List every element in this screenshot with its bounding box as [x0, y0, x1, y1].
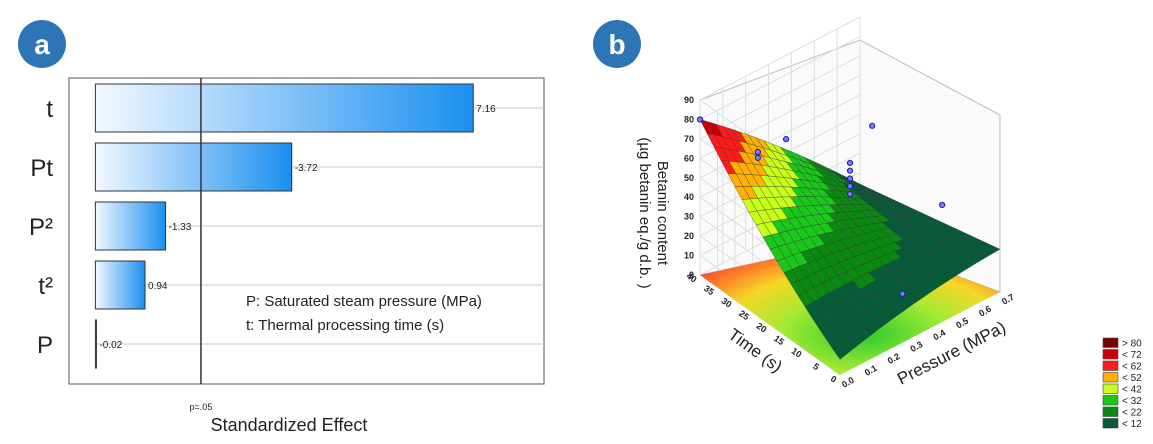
y-tick-label: 5 [811, 361, 821, 372]
x-tick-label: 0.7 [1000, 292, 1016, 307]
legend-label: < 42 [1122, 385, 1142, 396]
observed-point [846, 190, 854, 198]
panel-a-badge-label: a [34, 29, 50, 60]
x-tick-label: 0.6 [977, 304, 993, 319]
bar-category-label: P² [29, 214, 53, 241]
z-axis-title-line1: Betanin content [654, 161, 671, 266]
observed-point [869, 122, 876, 129]
z-tick-label: 80 [684, 114, 694, 124]
legend-swatch [1102, 349, 1119, 360]
z-tick-label: 50 [684, 173, 694, 183]
observed-point [754, 148, 761, 156]
y-axis-title: Time (s) [725, 325, 786, 377]
color-legend: > 80< 72< 62< 52< 42< 32< 22< 12 [1102, 337, 1142, 430]
surface-cell [832, 342, 849, 360]
y-tick-label: 10 [790, 346, 804, 360]
bar-value-label: 0.94 [148, 281, 168, 292]
legend-swatch [1102, 418, 1119, 429]
bar-category-label: P [37, 332, 53, 359]
z-axis-title-line2: (µg betanin eq./g d.b. ) [636, 137, 653, 288]
bar-category-label: t [46, 96, 53, 123]
y-tick-label: 35 [702, 283, 716, 297]
legend-swatch [1102, 337, 1119, 348]
legend-label: < 22 [1122, 408, 1142, 419]
legend-swatch [1102, 360, 1119, 371]
bar-chart-categories: t Pt P² t² P [29, 96, 53, 359]
z-tick-label: 0 [689, 270, 694, 280]
y-tick-label: 20 [755, 321, 769, 335]
observed-point [939, 201, 946, 209]
z-tick-label: 40 [684, 192, 694, 202]
panel-b-badge-label: b [608, 29, 625, 60]
bar [94, 142, 293, 192]
z-tick-label: 30 [684, 212, 694, 222]
x-tick-label: 0.1 [863, 363, 879, 378]
legend-note-pressure: P: Saturated steam pressure (MPa) [246, 293, 482, 310]
panel-b-badge [593, 20, 641, 68]
observed-point [899, 290, 906, 297]
bar-value-label: -1.33 [169, 222, 192, 233]
significance-label: p=.05 [190, 402, 213, 412]
legend-swatch [1102, 372, 1119, 383]
x-tick-label: 0.3 [909, 339, 925, 354]
bar-chart-bars [94, 83, 474, 369]
panel-a: a t Pt P² t² P 7.16 -3.72 -1.33 0.94 -0.02 p=.05… [18, 20, 545, 435]
z-tick-label: 70 [684, 134, 694, 144]
y-tick-label: 40 [685, 271, 699, 285]
legend-label: < 52 [1122, 373, 1142, 384]
bar [94, 319, 97, 369]
bar-value-label: -0.02 [99, 340, 122, 351]
z-tick-label: 90 [684, 95, 694, 105]
x-tick-label: 0.0 [840, 375, 856, 390]
bar-chart-gridlines [96, 107, 544, 345]
x-tick-label: 0.2 [886, 351, 902, 366]
observed-points [696, 116, 946, 297]
z-axis-title: Betanin content (µg betanin eq./g d.b. ) [636, 137, 671, 288]
legend-swatch [1102, 383, 1119, 394]
legend-label: < 32 [1122, 396, 1142, 407]
panel-a-badge [18, 20, 66, 68]
legend-label: < 12 [1122, 419, 1142, 430]
y-tick-label: 30 [720, 296, 734, 310]
legend-label: > 80 [1122, 339, 1142, 350]
z-axis-ticks: 0 10 20 30 40 50 60 70 80 90 [684, 95, 694, 280]
bar-category-label: Pt [30, 155, 53, 182]
response-surface [699, 119, 1001, 360]
y-tick-label: 0 [829, 374, 839, 385]
z-tick-label: 20 [684, 231, 694, 241]
legend-swatch [1102, 395, 1119, 406]
y-tick-label: 25 [737, 308, 751, 322]
bar [94, 83, 474, 133]
bar-category-label: t² [38, 273, 53, 300]
observed-point [696, 116, 704, 123]
observed-point [846, 167, 854, 174]
bar-chart-x-axis-title: Standardized Effect [211, 415, 368, 435]
y-tick-label: 15 [772, 333, 786, 347]
observed-point [846, 183, 854, 190]
legend-label: < 62 [1122, 362, 1142, 373]
legend-note-time: t: Thermal processing time (s) [246, 317, 444, 334]
bar-chart-value-labels: 7.16 -3.72 -1.33 0.94 -0.02 [99, 104, 496, 351]
z-tick-label: 10 [684, 251, 694, 261]
bar [94, 260, 146, 310]
z-tick-label: 60 [684, 153, 694, 163]
observed-point [846, 175, 854, 182]
bar-value-label: -3.72 [295, 163, 318, 174]
bar [94, 201, 167, 251]
bar-value-label: 7.16 [476, 104, 496, 115]
x-tick-label: 0.4 [931, 327, 947, 342]
x-tick-label: 0.5 [954, 316, 970, 331]
legend-label: < 72 [1122, 350, 1142, 361]
observed-point [782, 136, 790, 143]
observed-point [754, 154, 761, 161]
legend-swatch [1102, 406, 1119, 417]
observed-point [846, 159, 854, 167]
